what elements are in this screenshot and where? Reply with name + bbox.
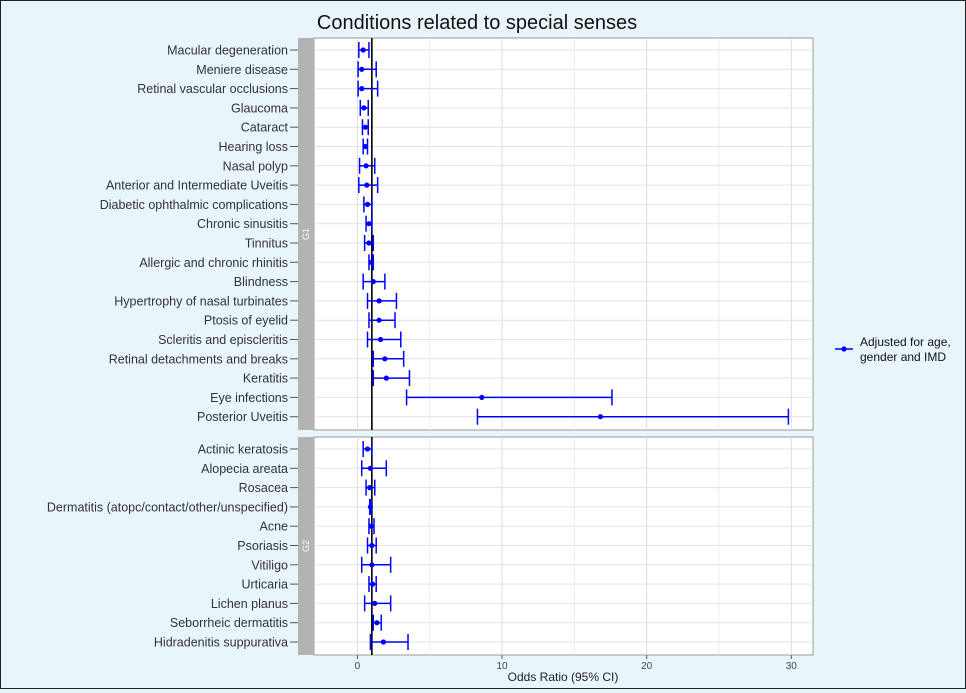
row-label: Urticaria — [241, 578, 288, 592]
estimate-point — [359, 66, 365, 72]
row-label: Rosacea — [239, 481, 288, 495]
row-label: Macular degeneration — [167, 44, 288, 58]
row-label: Ptosis of eyelid — [204, 314, 288, 328]
facet-strip-label: G2 — [301, 540, 311, 552]
estimate-point — [369, 581, 376, 587]
estimate-point — [369, 542, 375, 549]
estimate-point — [364, 201, 371, 207]
estimate-point — [363, 163, 369, 169]
row-label: Seborrheic dermatitis — [170, 616, 288, 630]
row-label: Tinnitus — [245, 237, 288, 251]
estimate-point — [376, 317, 382, 323]
row-label: Psoriasis — [237, 539, 288, 553]
x-axis-ticks: 0 10 20 30 — [355, 655, 798, 672]
estimate-point — [361, 105, 367, 111]
estimate-point — [370, 279, 376, 285]
estimate-point — [369, 562, 375, 568]
estimate-point — [368, 259, 374, 265]
row-label: Eye infections — [210, 391, 288, 405]
estimate-point — [479, 394, 485, 400]
row-label: Keratitis — [243, 372, 288, 386]
estimate-point — [374, 620, 380, 626]
estimate-point — [368, 523, 374, 529]
estimate-point — [380, 639, 387, 645]
estimate-point — [366, 221, 372, 227]
estimate-point — [383, 375, 389, 381]
x-tick-label: 30 — [786, 661, 798, 672]
row-label: Hidradenitis suppurativa — [154, 636, 288, 650]
row-label: Actinic keratosis — [198, 443, 288, 457]
row-label: Cataract — [241, 121, 289, 135]
legend: Adjusted for age, gender and IMD — [835, 335, 951, 364]
x-tick-label: 20 — [641, 661, 653, 672]
estimate-point — [367, 504, 374, 510]
estimate-point — [382, 356, 388, 362]
panels-group: Macular degeneration Meniere disease Retin… — [47, 37, 814, 656]
panel-g1: Macular degeneration Meniere disease Retin… — [100, 37, 814, 431]
row-label: Anterior and Intermediate Uveitis — [106, 179, 288, 193]
row-label: Meniere disease — [196, 63, 288, 77]
estimate-point — [364, 182, 370, 188]
legend-label-line2: gender and IMD — [860, 350, 946, 364]
row-label: Blindness — [234, 275, 288, 289]
row-label: Posterior Uveitis — [197, 410, 288, 424]
estimate-point — [367, 465, 374, 471]
estimate-point — [376, 298, 382, 304]
row-label: Lichen planus — [211, 597, 288, 611]
row-label: Dermatitis (atopc/contact/other/unspecif… — [47, 500, 288, 514]
facet-strip-label: G1 — [301, 228, 311, 240]
estimate-point — [362, 124, 368, 130]
row-label: Retinal vascular occlusions — [137, 82, 288, 96]
facet-strip — [298, 38, 314, 430]
row-label: Glaucoma — [231, 101, 288, 115]
x-axis-label: Odds Ratio (95% CI) — [508, 670, 619, 684]
x-tick-label: 0 — [355, 661, 361, 672]
legend-point — [841, 346, 847, 352]
chart-title: Conditions related to special senses — [317, 12, 637, 34]
estimate-point — [367, 485, 373, 491]
estimate-point — [362, 143, 368, 150]
panel-g2: Actinic keratosis Alopecia areata Rosacea D… — [47, 436, 814, 656]
estimate-point — [359, 86, 365, 92]
estimate-point — [372, 600, 378, 607]
row-label: Diabetic ophthalmic complications — [100, 198, 288, 212]
row-label: Hearing loss — [219, 140, 288, 154]
row-label: Retinal detachments and breaks — [109, 352, 288, 366]
legend-label-line1: Adjusted for age, — [860, 335, 951, 349]
estimate-point — [364, 446, 371, 452]
panel-background — [313, 37, 814, 431]
row-label: Allergic and chronic rhinitis — [139, 256, 288, 270]
row-label: Nasal polyp — [223, 159, 288, 173]
row-label: Vitiligo — [251, 558, 288, 572]
estimate-point — [597, 414, 603, 420]
row-label: Acne — [260, 520, 289, 534]
row-label: Chronic sinusitis — [197, 217, 288, 231]
estimate-point — [377, 336, 384, 343]
x-tick-label: 10 — [496, 661, 508, 672]
row-label: Scleritis and episcleritis — [158, 333, 288, 347]
facet-strip — [298, 437, 314, 655]
estimate-point — [366, 240, 372, 246]
row-label: Alopecia areata — [201, 462, 288, 476]
estimate-point — [360, 47, 366, 53]
row-label: Hypertrophy of nasal turbinates — [114, 294, 288, 308]
